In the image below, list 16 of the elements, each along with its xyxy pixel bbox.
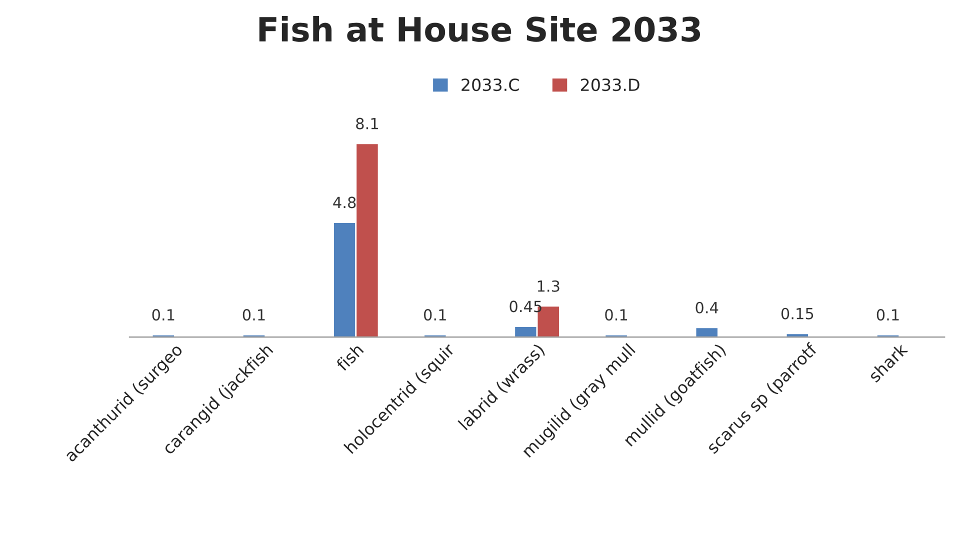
data-label: 1.3	[538, 280, 560, 292]
data-label: 4.8	[333, 196, 356, 208]
data-label: 8.1	[356, 118, 378, 130]
data-label: 0.15	[781, 308, 814, 320]
data-label: 0.1	[242, 309, 265, 321]
legend-label: 2033.D	[580, 78, 640, 92]
legend-label: 2033.C	[462, 78, 519, 92]
data-label: 0.4	[696, 302, 718, 314]
bar	[694, 326, 719, 338]
data-label: 0.1	[605, 309, 628, 321]
data-label: 0.1	[424, 309, 446, 321]
data-label: 0.45	[510, 300, 542, 312]
chart-title: Fish at House Site 2033	[259, 16, 700, 42]
x-tick-label: fish	[335, 342, 364, 372]
data-label: 0.1	[152, 309, 174, 321]
data-label: 0.1	[876, 309, 899, 321]
